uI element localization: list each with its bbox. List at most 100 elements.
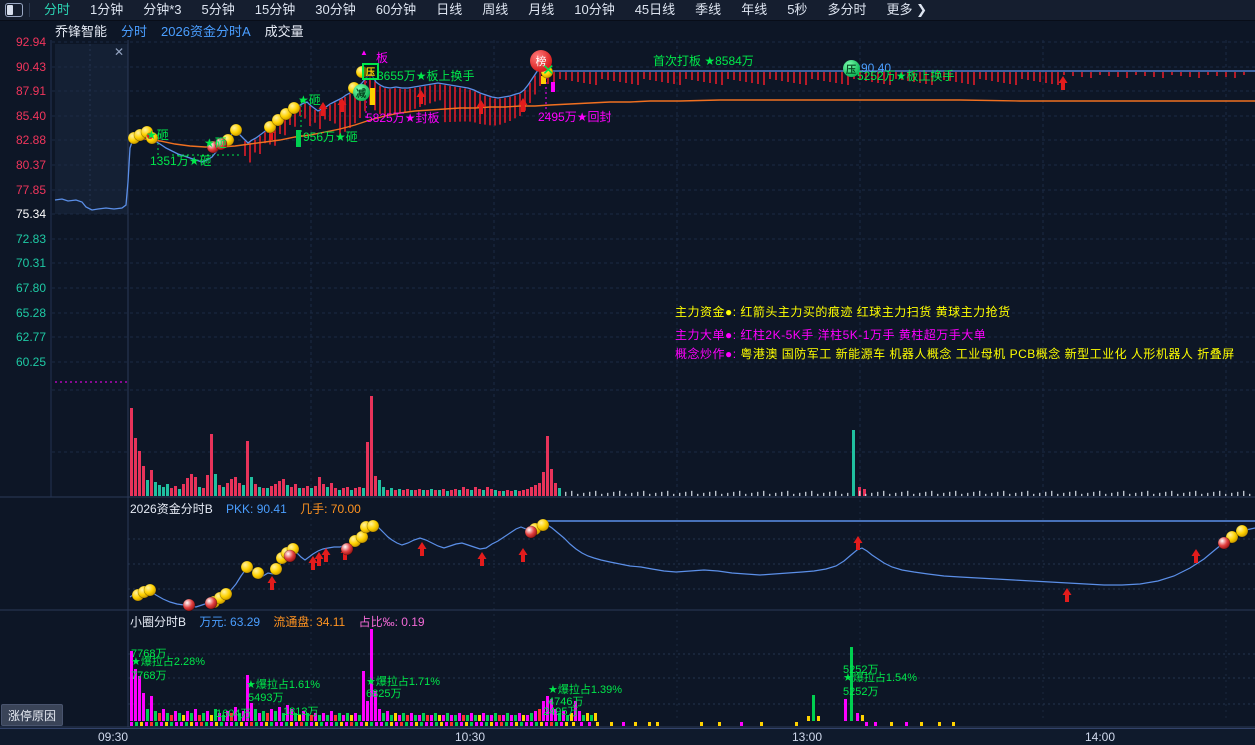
time-axis-label: 13:00 [791,730,823,744]
rank-badge: 榜 [530,50,552,72]
price-axis-label: 77.85 [15,183,46,197]
toolbar-item-12[interactable]: 季线 [695,2,722,17]
main-annotation: ★砸 [146,128,169,142]
price-line [54,65,1255,211]
volume-bars [130,396,1251,496]
panel3-annotation: 5493万 [248,692,284,704]
panel2-header: 2026资金分时B PKK: 90.41 几手: 70.00 [130,500,371,517]
main-annotation: 956万★砸 [303,130,358,144]
panel3-annotation: 6825万 [366,688,402,700]
panel2-pkk-value: PKK: 90.41 [226,502,287,516]
time-axis-label: 14:00 [1084,730,1116,744]
triangle-marker-icon: ▲ [360,48,368,57]
panel3-annotation: ★爆拉占1.39% [548,684,623,696]
toolbar-item-9[interactable]: 月线 [528,2,555,17]
legend-line-2: 概念炒作●: 粤港澳 国防军工 新能源车 机器人概念 工业母机 PCB概念 新型… [675,345,1235,362]
panel2-jishou-value: 几手: 70.00 [300,502,361,516]
main-annotation: 1351万★砸 [150,154,212,168]
price-axis-label: 70.31 [15,256,46,270]
status-badge: 减 [352,83,370,101]
main-annotation: 3655万★板上换手 [377,69,475,83]
indicator-tab-3[interactable]: 成交量 [264,24,304,39]
toolbar-item-2[interactable]: 分钟*3 [143,2,182,17]
big-order-hatches [244,68,1245,163]
panel3-annotation: ★爆拉占1.54% [843,672,918,684]
toolbar-item-5[interactable]: 30分钟 [315,2,356,17]
legend-part: 红箭头主力买的痕迹 [740,305,857,319]
price-axis-label: 60.25 [15,355,46,369]
limit-reason-button[interactable]: 涨停原因 [1,704,63,726]
toolbar-item-4[interactable]: 15分钟 [254,2,296,17]
panel3-wanyuan-value: 万元: 63.29 [199,615,261,629]
toolbar-item-7[interactable]: 日线 [436,2,463,17]
price-axis-label: 65.28 [15,306,46,320]
price-axis-label: 72.83 [15,232,46,246]
legend-line-0: 主力资金●: 红箭头主力买的痕迹 红球主力扫货 黄球主力抢货 [675,303,1011,320]
legend-part: 洋柱5K-1万手 [817,328,899,342]
time-axis-label: 10:30 [454,730,486,744]
panel3-bars [130,629,955,726]
panel3-annotation: 4746万 [548,696,584,708]
panel3-annotation: 5252万 [843,686,879,698]
toolbar-item-10[interactable]: 10分钟 [574,2,615,17]
panel3-annotation: 7768万 [131,670,167,682]
panel3-liutongpan-value: 流通盘: 34.11 [273,615,346,629]
main-annotation: 5252万★板上换手 [857,69,955,83]
time-axis-label: 09:30 [97,730,129,744]
panel3-annotation: ★爆拉占2.28% [131,656,206,668]
panel3-annotation: 1813万 [283,706,319,718]
toolbar-item-16[interactable]: 更多 ❯ [886,2,927,17]
toolbar-item-13[interactable]: 年线 [741,2,768,17]
toolbar-item-3[interactable]: 5分钟 [201,2,235,17]
panel2-title[interactable]: 2026资金分时B [130,502,213,516]
panel3-annotation: 5252万 [843,664,879,676]
price-axis-label: 62.77 [15,330,46,344]
indicator-tab-2[interactable]: 2026资金分时A [161,24,251,39]
price-axis-label: 92.94 [15,35,46,49]
panel3-annotation: ★爆拉占1.61% [246,679,321,691]
panel3-annotation: 7768万 [131,648,167,660]
toolbar-item-14[interactable]: 5秒 [787,2,808,17]
indicator-tab-0[interactable]: 乔锋智能 [55,24,108,39]
status-badge: 压 [842,59,860,77]
toolbar-item-15[interactable]: 多分时 [827,2,867,17]
panel3-header: 小圈分时B 万元: 63.29 流通盘: 34.11 占比‰: 0.19 [130,613,435,630]
panel3-title[interactable]: 小圈分时B [130,615,187,629]
main-annotation: ★砸 [298,93,321,107]
legend-part: 概念炒作●: [675,347,741,361]
pressure-badge: 压 [362,63,379,80]
toolbar-item-8[interactable]: 周线 [482,2,509,17]
price-axis-label: 82.88 [15,133,46,147]
main-annotation: 5825万★封板 [366,111,440,125]
main-annotation: 板 [376,51,389,65]
legend-part: 红柱2K-5K手 [740,328,818,342]
main-annotation: 1:90.40 [851,61,892,75]
premarket-overlay [55,44,128,214]
main-annotation: 首次打板 ★8584万 [653,54,754,68]
app-icon[interactable] [5,3,23,17]
price-axis-label: 85.40 [15,109,46,123]
price-axis-label: 67.80 [15,281,46,295]
legend-line-1: 主力大单●: 红柱2K-5K手 洋柱5K-1万手 黄柱超万手大单 [675,326,986,343]
price-axis-label: 80.37 [15,158,46,172]
legend-part: 黄球主力抢货 [935,305,1011,319]
price-axis-label: 75.34 [15,207,46,221]
panel3-zhanbi-value: 占比‰: 0.19 [358,615,425,629]
close-icon[interactable]: ✕ [113,45,125,59]
period-toolbar: 分时 1分钟 分钟*3 5分钟 15分钟 30分钟 60分钟 日线 周线 月线 10分钟 45日线 季线… [0,0,1255,21]
panel3-annotation: 2495万 [543,706,579,718]
toolbar-item-11[interactable]: 45日线 [634,2,676,17]
legend-part: 主力资金●: [675,305,741,319]
cross-marker-icon: ✕ [542,62,555,79]
toolbar-item-0[interactable]: 分时 [44,2,71,17]
toolbar-item-1[interactable]: 1分钟 [90,2,124,17]
panel3-annotation: 1604万 [216,708,252,720]
legend-part: 粤港澳 国防军工 新能源车 机器人概念 工业母机 PCB概念 新型工业化 人形机… [740,347,1235,361]
average-price-line [131,99,1255,148]
legend-part: 黄柱超万手大单 [898,328,987,342]
indicator-tab-1[interactable]: 分时 [121,24,148,39]
legend-part: 红球主力扫货 [856,305,936,319]
toolbar-item-6[interactable]: 60分钟 [375,2,417,17]
